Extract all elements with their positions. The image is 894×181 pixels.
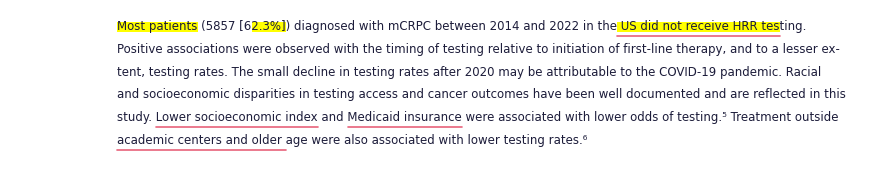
FancyBboxPatch shape [117, 18, 198, 32]
FancyBboxPatch shape [251, 18, 286, 32]
Text: Positive associations were observed with the timing of testing relative to initi: Positive associations were observed with… [117, 43, 840, 56]
Text: tent, testing rates. The small decline in testing rates after 2020 may be attrib: tent, testing rates. The small decline i… [117, 66, 822, 79]
FancyBboxPatch shape [617, 18, 780, 32]
Text: study. Lower socioeconomic index and Medicaid insurance were associated with low: study. Lower socioeconomic index and Med… [117, 111, 839, 124]
Text: Most patients (5857 [62.3%]) diagnosed with mCRPC between 2014 and 2022 in the U: Most patients (5857 [62.3%]) diagnosed w… [117, 20, 806, 33]
Text: academic centers and older age were also associated with lower testing rates.⁶: academic centers and older age were also… [117, 134, 587, 147]
Text: and socioeconomic disparities in testing access and cancer outcomes have been we: and socioeconomic disparities in testing… [117, 88, 846, 101]
